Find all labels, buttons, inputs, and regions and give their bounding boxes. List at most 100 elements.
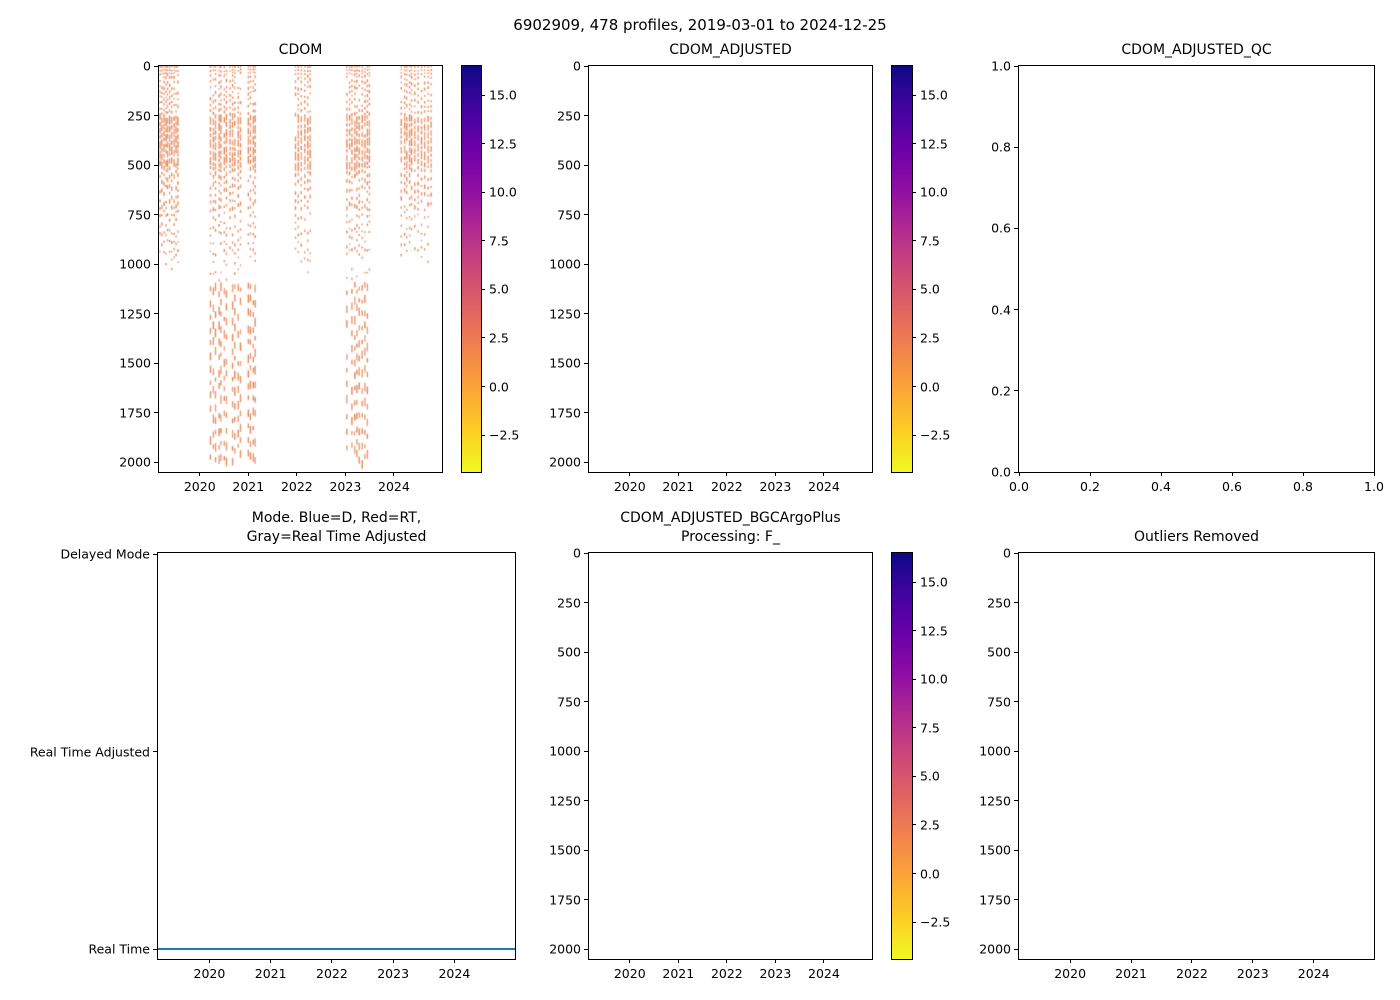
x-tick-label: 2020 xyxy=(613,966,646,981)
x-tick-mark xyxy=(270,959,272,963)
y-tick-mark xyxy=(584,849,588,851)
plot-bgcargoplus-axes: 2020 2021 2022 2023 2024 0 250 500 750 1000 1250 15… xyxy=(549,546,873,981)
plot-cdom-axes: 2020 2021 2022 2023 2024 0 250 500 750 1000 1250 15… xyxy=(119,59,443,494)
y-tick-mark xyxy=(154,313,158,315)
x-tick-mark xyxy=(1160,472,1162,476)
y-tick-mark xyxy=(1014,849,1018,851)
y-tick-label: 0 xyxy=(1003,545,1011,561)
x-tick-label: 2022 xyxy=(1176,966,1208,981)
y-tick-label: 750 xyxy=(557,694,581,710)
plot-outliers-removed-axes: 2020 2021 2022 2023 2024 0 250 500 750 1000 1250 15… xyxy=(979,546,1375,981)
colorbar-tick-label: −2.5 xyxy=(920,914,951,930)
y-tick-label: 1250 xyxy=(549,793,581,809)
colorbar-tick-mark xyxy=(912,434,916,436)
y-tick-mark xyxy=(154,362,158,364)
x-tick-label: 0.4 xyxy=(1151,479,1171,494)
mode-real-time-line xyxy=(158,947,515,951)
x-tick-mark xyxy=(208,959,210,963)
y-tick-label: 1500 xyxy=(549,355,581,371)
x-tick-mark xyxy=(1252,959,1254,963)
y-tick-mark xyxy=(584,412,588,414)
x-tick-mark xyxy=(677,959,679,963)
plot-cdom-adjusted-title: CDOM_ADJUSTED xyxy=(669,41,792,58)
y-tick-mark xyxy=(1014,800,1018,802)
y-tick-label: 1500 xyxy=(119,355,151,371)
plot-cdom-adjusted-colorbar: 15.0 12.5 10.0 7.5 5.0 2.5 0.0 −2.5 xyxy=(891,65,950,473)
y-tick-mark xyxy=(584,552,588,554)
y-tick-mark xyxy=(584,461,588,463)
y-tick-label: Real Time xyxy=(88,941,150,957)
colorbar-tick-label: 5.0 xyxy=(920,768,940,784)
y-tick-mark xyxy=(584,214,588,216)
y-tick-label: 2000 xyxy=(119,454,151,470)
y-tick-label: 1000 xyxy=(549,743,581,759)
colorbar-tick-label: −2.5 xyxy=(489,427,520,443)
y-tick-mark xyxy=(1014,471,1018,473)
x-tick-label: 2020 xyxy=(183,479,216,494)
y-tick-mark xyxy=(584,899,588,901)
colorbar-tick-mark xyxy=(912,678,916,680)
plot-bgcargoplus-colorbar: 15.0 12.5 10.0 7.5 5.0 2.5 0.0 −2.5 xyxy=(891,552,950,960)
x-tick-mark xyxy=(774,959,776,963)
x-tick-label: 2023 xyxy=(759,966,792,981)
colorbar-tick-mark xyxy=(481,143,485,145)
x-tick-mark xyxy=(247,472,249,476)
x-tick-label: 2024 xyxy=(808,479,840,494)
y-tick-mark xyxy=(153,553,157,555)
y-tick-mark xyxy=(1014,390,1018,392)
y-tick-mark xyxy=(154,412,158,414)
x-tick-label: 2021 xyxy=(662,479,695,494)
colorbar-tick-mark xyxy=(481,94,485,96)
x-tick-mark xyxy=(1069,959,1071,963)
y-tick-label: 1750 xyxy=(119,405,151,421)
y-tick-label: 0 xyxy=(143,58,151,74)
x-tick-mark xyxy=(1089,472,1091,476)
x-tick-mark xyxy=(1302,472,1304,476)
colorbar-tick-mark xyxy=(912,727,916,729)
colorbar-tick-label: 12.5 xyxy=(920,136,948,152)
colorbar-tick-label: 15.0 xyxy=(489,87,517,103)
colorbar-tick-mark xyxy=(481,337,485,339)
x-tick-mark xyxy=(344,472,346,476)
y-tick-label: 1000 xyxy=(119,256,151,272)
x-tick-label: 2022 xyxy=(710,966,743,981)
x-tick-mark xyxy=(331,959,333,963)
y-tick-label: 2000 xyxy=(549,454,581,470)
plot-outliers-removed-title: Outliers Removed xyxy=(1134,528,1259,545)
x-tick-mark xyxy=(774,472,776,476)
y-tick-label: 1500 xyxy=(979,842,1011,858)
colorbar-tick-label: 0.0 xyxy=(920,379,940,395)
y-tick-label: 1.0 xyxy=(991,58,1011,74)
y-tick-mark xyxy=(584,602,588,603)
y-tick-label: 250 xyxy=(557,108,581,123)
y-tick-mark xyxy=(584,164,588,166)
colorbar-tick-mark xyxy=(912,581,916,583)
x-tick-label: 2020 xyxy=(613,479,646,494)
x-tick-label: 2022 xyxy=(710,479,743,494)
x-tick-label: 0.2 xyxy=(1080,479,1100,494)
colorbar-tick-label: 12.5 xyxy=(920,623,948,639)
y-tick-label: 250 xyxy=(127,108,151,123)
y-tick-label: 500 xyxy=(557,644,581,660)
plot-mode-title: Mode. Blue=D, Red=RT, Gray=Real Time Adj… xyxy=(246,510,427,545)
x-tick-label: 2023 xyxy=(1236,966,1269,981)
colorbar-tick-mark xyxy=(912,240,916,242)
y-tick-mark xyxy=(1014,701,1018,703)
colorbar-tick-mark xyxy=(912,824,916,826)
colorbar-tick-label: 10.0 xyxy=(489,184,517,200)
y-tick-mark xyxy=(154,115,158,116)
y-tick-label: 750 xyxy=(127,207,151,223)
y-tick-label: 500 xyxy=(987,644,1011,660)
colorbar-tick-mark xyxy=(912,337,916,339)
y-tick-label: 1250 xyxy=(549,306,581,322)
colorbar-tick-label: 7.5 xyxy=(489,233,509,249)
x-tick-mark xyxy=(1130,959,1132,963)
colorbar-tick-label: 12.5 xyxy=(489,136,517,152)
x-tick-mark xyxy=(453,959,455,963)
y-tick-label: 0.4 xyxy=(991,302,1011,318)
y-tick-label: 1000 xyxy=(979,743,1011,759)
x-tick-mark xyxy=(1018,472,1020,476)
colorbar-tick-mark xyxy=(481,386,485,388)
colorbar-tick-label: −2.5 xyxy=(920,427,951,443)
